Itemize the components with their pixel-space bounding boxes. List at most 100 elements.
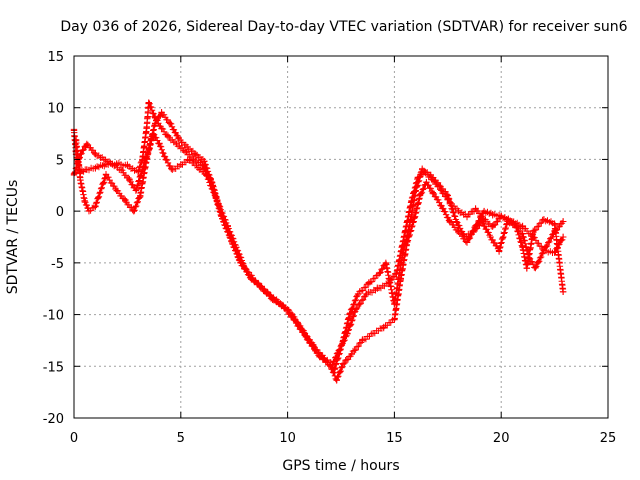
data-point [463, 238, 471, 246]
data-point [77, 176, 84, 184]
data-point [331, 366, 338, 373]
data-point [124, 162, 131, 169]
data-point [461, 233, 469, 241]
data-point [92, 151, 99, 158]
data-point [83, 140, 91, 148]
data-point [498, 213, 505, 220]
x-tick-label: 15 [386, 431, 403, 446]
data-point [228, 238, 236, 246]
y-tick-label: 15 [47, 50, 64, 65]
data-point [363, 290, 370, 298]
data-point [181, 147, 189, 155]
data-point [495, 247, 503, 254]
data-point [339, 337, 347, 344]
y-tick-label: 0 [56, 205, 64, 220]
data-point [559, 233, 567, 241]
data-point [478, 218, 486, 225]
data-point [346, 311, 353, 318]
data-point [391, 316, 398, 323]
data-point [149, 130, 157, 137]
data-point [237, 259, 244, 267]
data-point [192, 151, 199, 158]
data-point [382, 259, 390, 267]
data-point [301, 332, 308, 339]
data-point [369, 329, 377, 337]
data-point [446, 218, 454, 225]
x-tick-label: 25 [600, 431, 617, 446]
data-point [280, 303, 287, 310]
x-axis-label: GPS time / hours [282, 458, 399, 474]
data-point [156, 140, 163, 148]
data-point [376, 270, 383, 277]
data-point [143, 125, 150, 132]
x-tick-label: 0 [70, 431, 78, 446]
data-point [322, 357, 330, 365]
y-axis-label: SDTVAR / TECUs [5, 180, 21, 295]
data-point [427, 171, 434, 179]
y-tick-label: -10 [43, 309, 64, 324]
data-point [258, 285, 266, 292]
data-point [151, 120, 159, 127]
data-point [523, 264, 531, 272]
chart-title: Day 036 of 2026, Sidereal Day-to-day VTE… [60, 19, 627, 35]
y-tick-label: 10 [47, 102, 64, 117]
data-point [480, 207, 488, 215]
data-point [102, 171, 110, 179]
data-point [177, 161, 184, 168]
data-point [519, 244, 526, 251]
data-point [248, 275, 255, 282]
data-point [532, 264, 539, 272]
x-tick-label: 20 [493, 431, 510, 446]
data-point [429, 189, 437, 196]
data-point [81, 197, 88, 204]
data-point [551, 249, 558, 256]
data-point [137, 192, 144, 199]
data-point [85, 207, 93, 215]
data-point [173, 140, 180, 148]
data-point [512, 223, 520, 230]
data-point [132, 187, 140, 194]
data-point [92, 164, 99, 171]
data-point [158, 109, 165, 117]
data-point [83, 166, 91, 173]
plot-frame [73, 55, 609, 419]
data-point [354, 290, 362, 298]
data-point [489, 223, 496, 230]
data-point [365, 280, 372, 287]
data-point [100, 156, 108, 163]
x-tick-label: 5 [177, 431, 185, 446]
data-point [186, 156, 193, 163]
y-tick-label: 5 [56, 153, 64, 168]
data-point [423, 178, 430, 186]
data-point [359, 337, 366, 344]
data-point [489, 211, 496, 218]
data-point [504, 218, 511, 225]
data-point [109, 161, 116, 168]
data-point [130, 207, 138, 215]
data-point [406, 223, 413, 230]
data-point [540, 247, 548, 254]
data-point [540, 216, 548, 223]
data-point [418, 166, 426, 173]
data-point [333, 376, 340, 383]
data-point [162, 156, 170, 163]
data-point [290, 316, 298, 323]
data-point [416, 192, 424, 199]
data-point [169, 166, 176, 173]
data-point [530, 228, 537, 236]
data-point [166, 120, 174, 127]
data-point [143, 156, 150, 163]
data-point [203, 171, 210, 179]
data-point [551, 220, 558, 227]
data-point [201, 158, 208, 165]
data-point [145, 99, 152, 106]
x-tick-label: 10 [279, 431, 296, 446]
data-point [312, 347, 319, 354]
data-point [220, 218, 227, 225]
data-point [348, 350, 355, 358]
data-point [559, 218, 567, 225]
data-point [117, 166, 125, 173]
y-tick-label: -20 [43, 412, 64, 427]
